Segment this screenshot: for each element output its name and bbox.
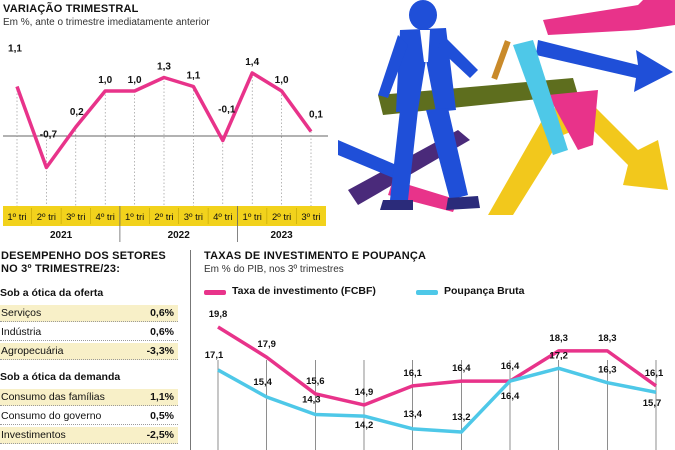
quarter-tick-label: 3º tri [301,212,320,223]
sector-row: Investimentos -2,5% [0,427,178,444]
right-chart-subtitle: Em % do PIB, nos 3º trimestres [204,264,344,275]
variation-data-label: 1,1 [186,71,200,82]
variation-series-line [15,71,313,170]
sector-value: 0,5% [150,410,174,422]
sectors-title-line2: NO 3º TRIMESTRE/23: [1,263,121,275]
quarter-tick-label: 2º tri [37,212,56,223]
sector-row: Serviços 0,6% [0,305,178,322]
supply-group-heading: Sob a ótica da oferta [0,287,104,299]
right-chart-title: TAXAS DE INVESTIMENTO E POUPANÇA [204,250,427,262]
pink-arrow-shape-top [543,0,675,35]
sector-row: Agropecuária -3,3% [0,343,178,360]
variation-data-label: 1,1 [8,44,22,55]
year-label: 2021 [50,230,73,241]
left-chart-title: VARIAÇÃO TRIMESTRAL [3,3,139,15]
legend-label-savings: Poupança Bruta [444,285,525,297]
quarter-tick-label: 4º tri [213,212,232,223]
quarter-tick-label: 1º tri [125,212,144,223]
cyan-arrow-shape [513,40,568,155]
variation-data-label: 1,0 [128,75,142,86]
quarter-band [3,206,326,226]
section-divider [190,250,191,450]
sector-value: 0,6% [150,307,174,319]
sectors-title-line1: DESEMPENHO DOS SETORES [1,250,166,262]
year-label: 2023 [270,230,293,241]
sector-value: 1,1% [150,391,174,403]
sector-label: Indústria [1,326,42,338]
sector-value: -3,3% [146,345,174,357]
sector-label: Agropecuária [1,345,64,357]
variation-data-label: -0,1 [218,105,236,116]
variation-data-label: 0,2 [70,107,84,118]
legend-swatch-savings [416,290,438,295]
variation-data-label: 1,3 [157,62,171,73]
variation-data-label: 0,1 [309,110,323,121]
quarter-tick-label: 2º tri [272,212,291,223]
variation-data-label: 1,0 [275,75,289,86]
legend-label-investment: Taxa de investimento (FCBF) [232,285,376,297]
sector-label: Consumo do governo [1,410,102,422]
quarter-tick-label: 1º tri [243,212,262,223]
businessman-walking-with-arrows-illustration [338,0,675,215]
blue-arrow-shape-left [338,140,408,182]
blue-arrow-shape-right [536,40,673,92]
quarter-tick-label: 1º tri [7,212,26,223]
variation-data-label: -0,7 [40,130,58,141]
sector-row: Consumo do governo 0,5% [0,408,178,425]
olive-arrow-shape [378,78,578,115]
sector-value: 0,6% [150,326,174,338]
variation-data-label: 1,0 [98,75,112,86]
sector-row: Consumo das famílias 1,1% [0,389,178,406]
sector-row: Indústria 0,6% [0,324,178,341]
demand-group-heading: Sob a ótica da demanda [0,371,121,383]
sector-value: -2,5% [146,429,174,441]
legend-swatch-investment [204,290,226,295]
year-label: 2022 [168,230,191,241]
quarter-tick-label: 4º tri [96,212,115,223]
sector-label: Investimentos [1,429,66,441]
quarter-tick-label: 3º tri [184,212,203,223]
variation-data-label: 1,4 [245,57,259,68]
quarter-tick-label: 3º tri [66,212,85,223]
left-chart-subtitle: Em %, ante o trimestre imediatamente ant… [3,17,210,28]
sector-label: Consumo das famílias [1,391,105,403]
sector-label: Serviços [1,307,42,319]
quarter-tick-label: 2º tri [154,212,173,223]
pink-arrow-shape-lower [548,90,598,150]
businessman-figure [378,0,511,210]
